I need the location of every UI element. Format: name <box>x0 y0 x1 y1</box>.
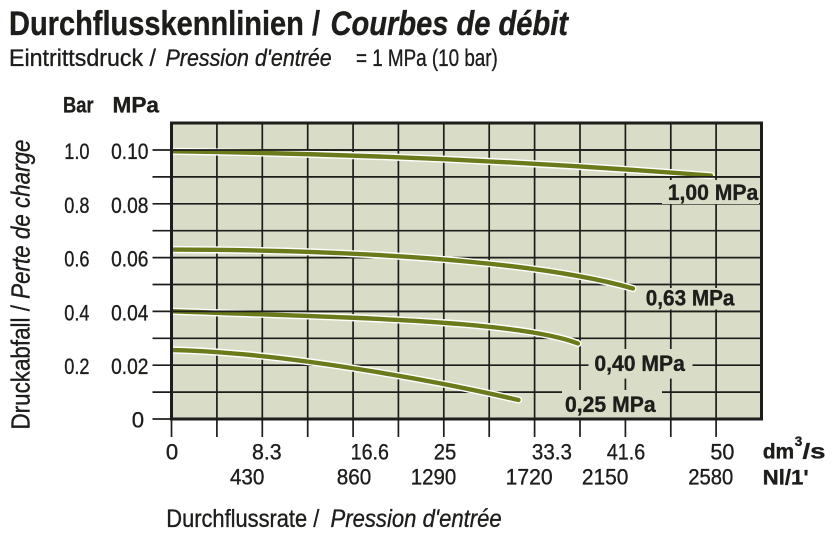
svg-text:0.10: 0.10 <box>111 139 148 164</box>
svg-text:0.8: 0.8 <box>64 193 89 218</box>
svg-text:1720: 1720 <box>506 465 553 490</box>
svg-text:860: 860 <box>337 465 372 490</box>
svg-text:16.6: 16.6 <box>351 439 389 464</box>
svg-text:0,25 MPa: 0,25 MPa <box>565 392 656 417</box>
svg-text:0: 0 <box>132 408 144 433</box>
svg-text:Durchflusskennlinien /: Durchflusskennlinien / <box>9 5 320 43</box>
svg-text:3: 3 <box>795 434 803 449</box>
svg-text:0.02: 0.02 <box>111 354 148 379</box>
svg-text:0.06: 0.06 <box>111 247 148 272</box>
svg-text:0.08: 0.08 <box>111 193 148 218</box>
svg-text:0,40 MPa: 0,40 MPa <box>594 351 685 376</box>
svg-text:33.3: 33.3 <box>532 439 572 464</box>
svg-text:0.6: 0.6 <box>64 247 89 272</box>
svg-text:Bar: Bar <box>63 93 94 118</box>
svg-text:0.2: 0.2 <box>64 354 89 379</box>
svg-text:430: 430 <box>230 465 265 490</box>
svg-text:0: 0 <box>166 439 178 464</box>
svg-text:Pression d'entrée: Pression d'entrée <box>166 45 332 72</box>
svg-text:2580: 2580 <box>688 465 733 490</box>
svg-text:1.0: 1.0 <box>64 139 89 164</box>
svg-text:MPa: MPa <box>113 93 160 118</box>
svg-text:50: 50 <box>710 439 734 464</box>
svg-text:0.04: 0.04 <box>111 300 148 325</box>
svg-text:8.3: 8.3 <box>252 439 282 464</box>
svg-text:Nl/1': Nl/1' <box>763 467 809 490</box>
svg-text:dm: dm <box>763 441 795 464</box>
svg-text:Pression d'entrée: Pression d'entrée <box>331 505 502 533</box>
svg-text:= 1 MPa (10 bar): = 1 MPa (10 bar) <box>356 45 498 72</box>
svg-text:41.6: 41.6 <box>607 439 645 464</box>
svg-text:25: 25 <box>434 439 457 464</box>
svg-text:/s: /s <box>803 441 826 464</box>
svg-text:2150: 2150 <box>582 465 629 490</box>
svg-text:Durchflussrate /: Durchflussrate / <box>166 505 319 533</box>
svg-text:0.4: 0.4 <box>64 300 89 325</box>
svg-text:Druckabfall / Perte de charge: Druckabfall / Perte de charge <box>6 140 36 430</box>
svg-text:Courbes de débit: Courbes de débit <box>331 5 570 43</box>
svg-text:1290: 1290 <box>411 465 457 490</box>
svg-text:1,00 MPa: 1,00 MPa <box>668 180 759 205</box>
svg-text:0,63 MPa: 0,63 MPa <box>646 286 735 311</box>
svg-text:Eintrittsdruck /: Eintrittsdruck / <box>9 45 156 72</box>
